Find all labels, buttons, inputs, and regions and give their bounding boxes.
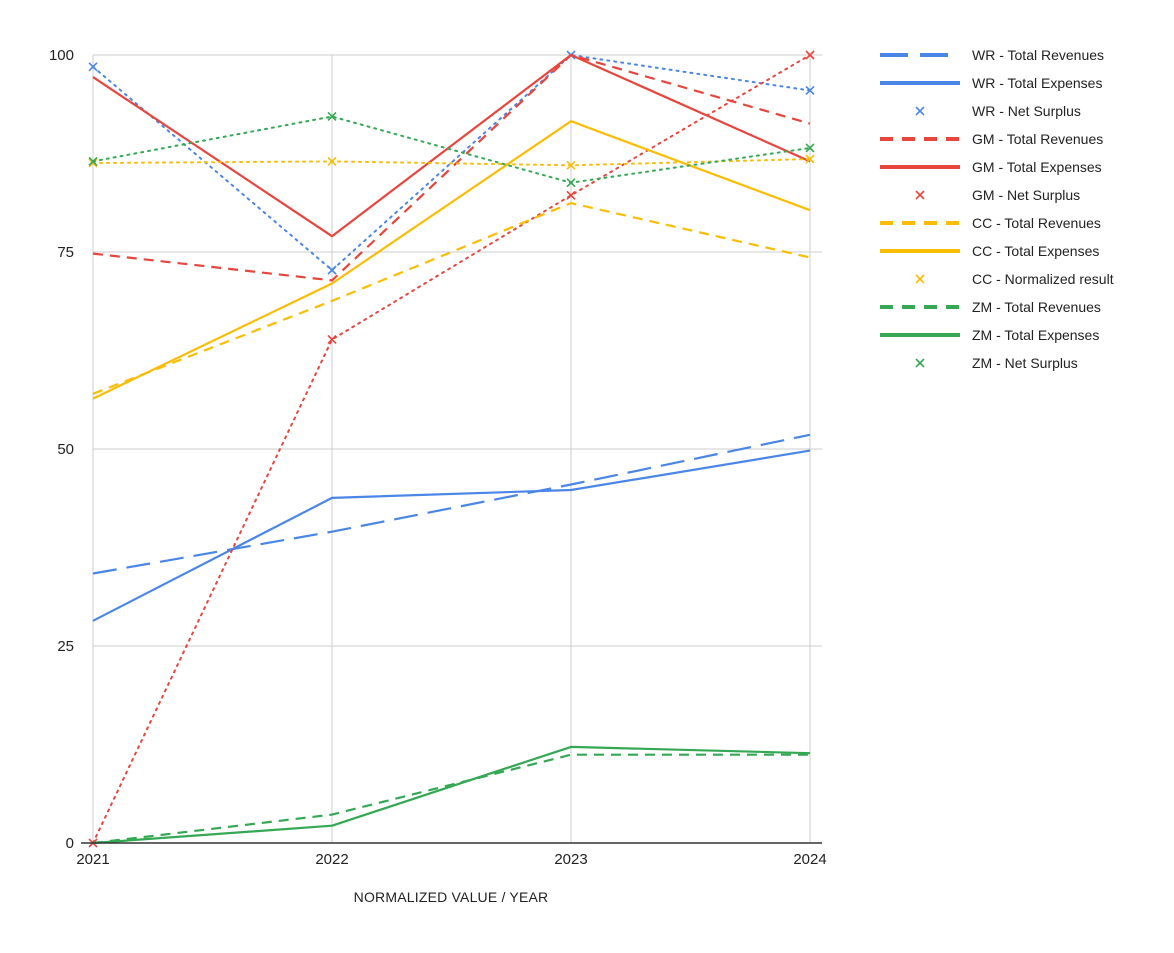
data-point-marker — [88, 158, 98, 168]
marker-stroke — [805, 154, 815, 164]
marker-stroke — [805, 143, 815, 153]
series-line — [92, 202, 811, 395]
y-tick-label: 0 — [66, 835, 74, 852]
series-wr-total-revenues — [92, 433, 811, 575]
legend-marker — [915, 274, 925, 284]
legend-item: WR - Total Revenues — [880, 47, 1104, 63]
legend-label: CC - Total Revenues — [972, 215, 1101, 231]
legend-item: ZM - Total Expenses — [880, 327, 1099, 343]
marker-stroke — [915, 358, 925, 368]
x-tick-label: 2022 — [315, 851, 348, 868]
series-zm-net-surplus — [88, 111, 815, 188]
marker-stroke — [88, 62, 98, 72]
legend-marker — [915, 190, 925, 200]
series-line — [92, 54, 811, 272]
data-point-marker — [327, 334, 337, 345]
series-line — [92, 115, 811, 184]
legend-label: WR - Total Expenses — [972, 75, 1102, 91]
legend-label: GM - Total Revenues — [972, 131, 1103, 147]
legend-item: WR - Total Expenses — [880, 75, 1102, 91]
grid-lines — [92, 54, 822, 844]
series-line — [92, 53, 811, 238]
legend-label: GM - Net Surplus — [972, 187, 1080, 203]
marker-stroke — [327, 265, 337, 275]
legend-label: ZM - Total Revenues — [972, 299, 1101, 315]
series-wr-total-expenses — [92, 449, 811, 622]
y-tick-label: 100 — [49, 47, 74, 64]
legend-item: GM - Net Surplus — [915, 187, 1080, 203]
y-tick-label: 50 — [57, 441, 74, 458]
marker-stroke — [915, 190, 925, 200]
legend-item: CC - Normalized result — [915, 271, 1114, 287]
marker-stroke — [566, 178, 576, 188]
series-zm-total-expenses — [92, 745, 811, 845]
data-point-marker — [805, 85, 815, 96]
marker-stroke — [566, 190, 576, 200]
legend-marker — [915, 358, 925, 368]
data-point-marker — [88, 62, 98, 72]
series-line — [92, 433, 811, 575]
legend-label: CC - Total Expenses — [972, 243, 1099, 259]
marker-stroke — [327, 334, 337, 345]
legend: WR - Total Revenues WR - Total Expenses WR… — [880, 47, 1114, 371]
series-gm-total-revenues — [92, 53, 811, 282]
y-axis-ticks: 0 25 50 75 100 — [49, 47, 74, 852]
series-cc-total-revenues — [92, 202, 811, 395]
data-point-marker — [327, 156, 337, 166]
data-point-marker — [566, 190, 576, 200]
legend-item: WR - Net Surplus — [915, 103, 1081, 119]
y-tick-label: 75 — [57, 244, 74, 261]
legend-marker — [915, 106, 925, 116]
legend-label: GM - Total Expenses — [972, 159, 1102, 175]
marker-stroke — [566, 160, 576, 170]
x-axis-title: NORMALIZED VALUE / YEAR — [354, 889, 549, 905]
marker-stroke — [915, 106, 925, 116]
legend-item: GM - Total Revenues — [880, 131, 1103, 147]
data-point-marker — [327, 111, 337, 122]
x-axis-ticks: 2021 2022 2023 2024 — [76, 851, 826, 868]
legend-item: ZM - Net Surplus — [915, 355, 1078, 371]
marker-stroke — [915, 274, 925, 284]
data-point-marker — [88, 156, 98, 166]
legend-label: ZM - Net Surplus — [972, 355, 1078, 371]
marker-stroke — [327, 111, 337, 122]
series-cc-normalized-result — [88, 154, 815, 170]
data-point-marker — [805, 143, 815, 153]
marker-stroke — [88, 156, 98, 166]
legend-item: CC - Total Revenues — [880, 215, 1101, 231]
series-gm-total-expenses — [92, 53, 811, 238]
series-line — [92, 54, 811, 844]
x-tick-label: 2023 — [554, 851, 587, 868]
series-line — [92, 53, 811, 282]
data-point-marker — [805, 154, 815, 164]
y-tick-label: 25 — [57, 638, 74, 655]
data-point-marker — [566, 178, 576, 188]
marker-stroke — [327, 156, 337, 166]
series-group — [88, 50, 815, 848]
legend-label: WR - Net Surplus — [972, 103, 1081, 119]
legend-item: CC - Total Expenses — [880, 243, 1099, 259]
data-point-marker — [805, 50, 815, 60]
x-tick-label: 2024 — [793, 851, 826, 868]
series-line — [92, 745, 811, 845]
data-point-marker — [327, 265, 337, 275]
marker-stroke — [88, 158, 98, 168]
marker-stroke — [805, 50, 815, 60]
series-line — [92, 753, 810, 845]
series-line — [92, 449, 811, 622]
legend-item: ZM - Total Revenues — [880, 299, 1101, 315]
x-tick-label: 2021 — [76, 851, 109, 868]
legend-label: CC - Normalized result — [972, 271, 1114, 287]
series-gm-net-surplus — [88, 50, 815, 848]
series-line — [92, 158, 811, 167]
legend-label: WR - Total Revenues — [972, 47, 1104, 63]
data-point-marker — [566, 160, 576, 170]
marker-stroke — [805, 85, 815, 96]
legend-item: GM - Total Expenses — [880, 159, 1102, 175]
legend-label: ZM - Total Expenses — [972, 327, 1099, 343]
series-zm-total-revenues — [92, 753, 810, 845]
